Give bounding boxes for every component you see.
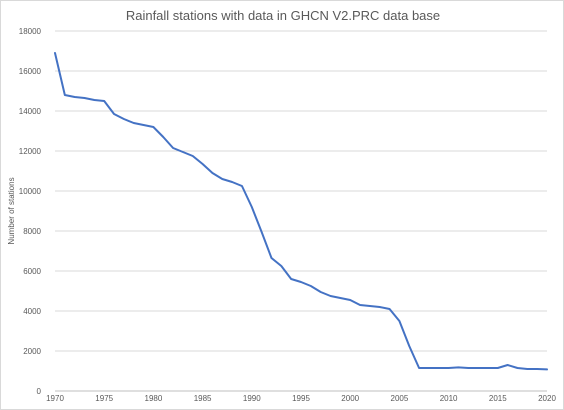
- x-tick-label: 2015: [489, 394, 507, 403]
- y-axis-tick-labels: 0 2000 4000 6000 8000 10000 12000 14000 16000 180…: [19, 27, 42, 396]
- x-tick-label: 1980: [145, 394, 163, 403]
- series-layer: [54, 52, 548, 371]
- y-tick-label: 14000: [19, 107, 42, 116]
- y-tick-label: 0: [37, 387, 42, 396]
- x-tick-label: 2000: [341, 394, 359, 403]
- x-tick-label: 2020: [538, 394, 556, 403]
- y-tick-label: 12000: [19, 147, 42, 156]
- x-tick-label: 1990: [243, 394, 261, 403]
- y-tick-label: 16000: [19, 67, 42, 76]
- y-axis-title: Number of stations: [7, 177, 16, 244]
- gridlines: [55, 30, 547, 352]
- y-tick-label: 10000: [19, 187, 42, 196]
- y-tick-label: 2000: [23, 347, 41, 356]
- x-tick-label: 2010: [440, 394, 458, 403]
- x-tick-label: 1985: [194, 394, 212, 403]
- x-axis-tick-labels: 1970 1975 1980 1985 1990 1995 2000 2005 2010 2015…: [46, 394, 556, 403]
- chart-title: Rainfall stations with data in GHCN V2.P…: [126, 8, 440, 23]
- series-line-0: [54, 52, 548, 371]
- y-tick-label: 18000: [19, 27, 42, 36]
- y-tick-label: 6000: [23, 267, 41, 276]
- x-tick-label: 2005: [391, 394, 409, 403]
- y-tick-label: 8000: [23, 227, 41, 236]
- x-tick-label: 1975: [95, 394, 113, 403]
- x-tick-label: 1970: [46, 394, 64, 403]
- y-tick-label: 4000: [23, 307, 41, 316]
- x-tick-label: 1995: [292, 394, 310, 403]
